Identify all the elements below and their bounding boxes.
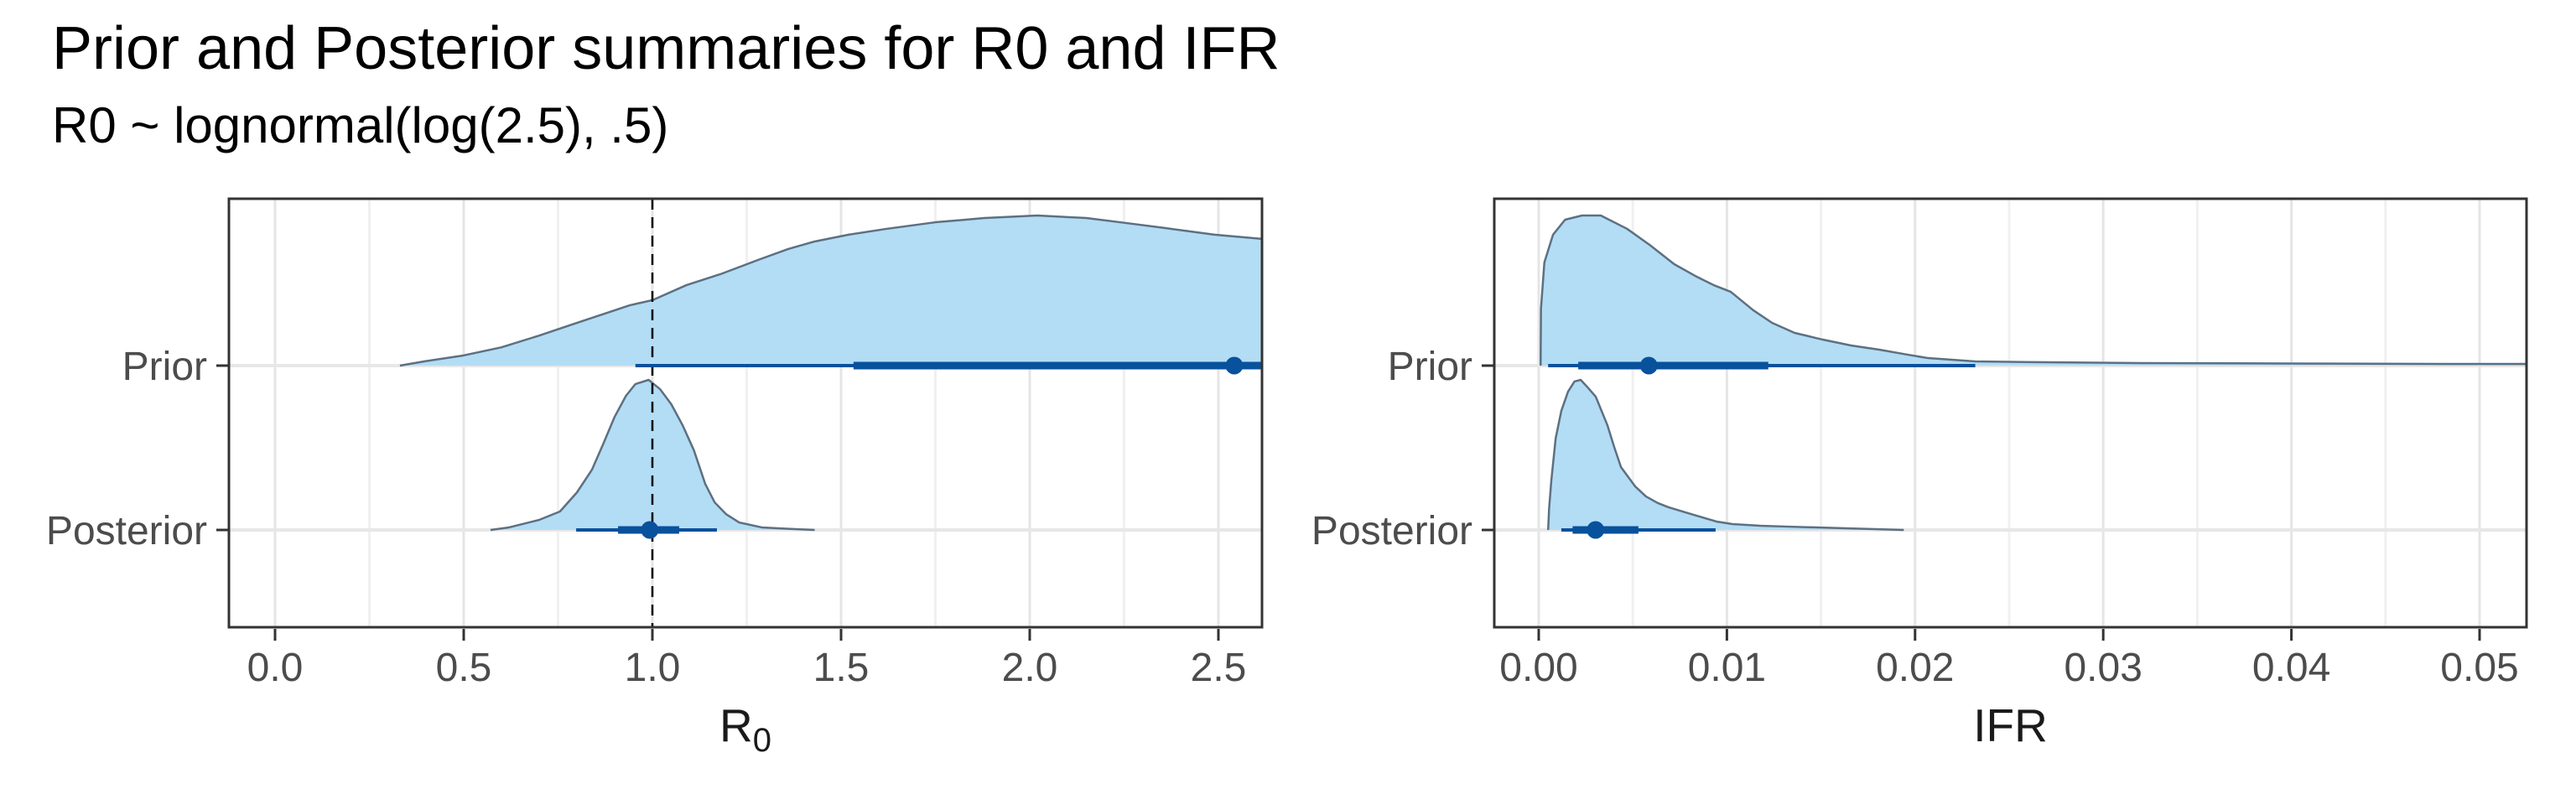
median-point-posterior	[1587, 521, 1605, 539]
panel-R0: 0.0 0.5 1.0 1.5 2.0 2.5 R0 Prior Posterior	[46, 197, 1264, 759]
x-tick-label: 0.0	[247, 646, 304, 690]
plot-title: Prior and Posterior summaries for R0 and…	[52, 15, 1280, 82]
panel-plot-area	[229, 199, 1262, 627]
x-tick-label: 0.02	[1876, 646, 1954, 690]
x-tick-label: 2.0	[1002, 646, 1058, 690]
row-label-prior: Prior	[1388, 345, 1472, 389]
x-tick-label: 2.5	[1191, 646, 1247, 690]
density-outline-posterior	[1546, 378, 1904, 532]
median-point-prior	[1225, 356, 1244, 375]
density-slab-prior	[1540, 216, 2527, 366]
row-label-posterior: Posterior	[1311, 509, 1472, 553]
x-tick-label: 0.00	[1499, 646, 1577, 690]
density-slab-posterior	[1548, 380, 1904, 530]
x-tick-label: 0.03	[2064, 646, 2142, 690]
row-label-posterior: Posterior	[46, 509, 207, 553]
x-tick-label: 1.0	[625, 646, 681, 690]
panel-plot-area	[1494, 199, 2527, 627]
panel-border	[1493, 197, 2528, 629]
x-tick-label: 0.04	[2252, 646, 2330, 690]
density-slab-prior	[399, 216, 1262, 366]
x-tick-label: 0.5	[436, 646, 492, 690]
median-point-posterior	[641, 521, 659, 539]
x-tick-label: 1.5	[813, 646, 870, 690]
plot-subtitle: R0 ~ lognormal(log(2.5), .5)	[52, 97, 668, 153]
density-outline-prior	[1539, 214, 2527, 366]
density-outline-posterior	[490, 378, 815, 532]
median-point-prior	[1639, 356, 1658, 375]
density-slab-posterior	[490, 380, 815, 530]
density-outline-prior	[399, 214, 1262, 367]
x-axis-title: IFR	[1973, 699, 2048, 751]
panel-IFR: 0.00 0.01 0.02 0.03 0.04 0.05 IFR Prior Posterio…	[1311, 197, 2528, 751]
panel-border	[227, 197, 1264, 629]
x-tick-label: 0.01	[1688, 646, 1766, 690]
row-label-prior: Prior	[122, 345, 207, 389]
x-tick-label: 0.05	[2440, 646, 2518, 690]
x-axis-title: R0	[719, 699, 771, 759]
